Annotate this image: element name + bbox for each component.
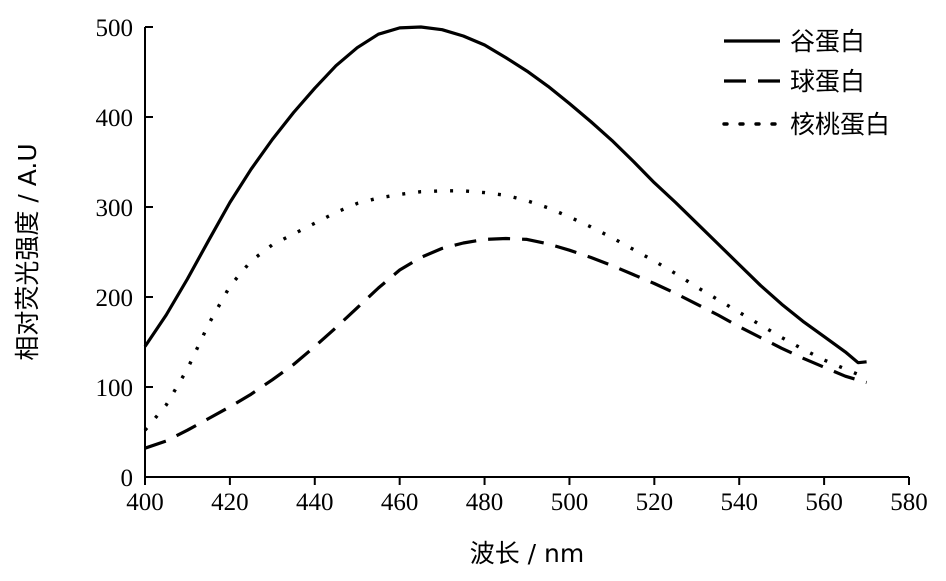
x-ticks: 400 420 440 460 480 500 520 540 560 580	[126, 477, 928, 516]
x-tick-label: 440	[296, 489, 334, 516]
y-tick-label: 200	[96, 285, 134, 312]
plot-series	[143, 25, 868, 450]
x-tick-label: 460	[381, 489, 419, 516]
y-tick-label: 0	[121, 465, 134, 492]
x-tick-label: 520	[636, 489, 674, 516]
legend-label-3: 核桃蛋白	[790, 110, 890, 139]
y-axis-title: 相对荧光强度 / A.U	[13, 143, 42, 360]
axes	[144, 27, 909, 478]
y-ticks: 0 100 200 300 400 500	[96, 15, 153, 492]
legend-label-1: 谷蛋白	[790, 27, 865, 56]
x-tick-label: 420	[211, 489, 249, 516]
x-tick-label: 540	[720, 489, 758, 516]
x-axis-title: 波长 / nm	[470, 539, 585, 568]
x-tick-label: 400	[126, 489, 164, 516]
series-line-1	[143, 25, 867, 365]
x-tick-label: 500	[551, 489, 589, 516]
x-tick-label: 580	[890, 489, 928, 516]
y-tick-label: 100	[96, 375, 134, 402]
legend-label-2: 球蛋白	[790, 67, 865, 96]
y-tick-label: 300	[96, 195, 134, 222]
x-tick-label: 480	[466, 489, 504, 516]
y-tick-label: 400	[96, 105, 134, 132]
y-tick-label: 500	[96, 15, 134, 42]
series-line-2	[144, 236, 868, 450]
x-tick-label: 560	[805, 489, 843, 516]
